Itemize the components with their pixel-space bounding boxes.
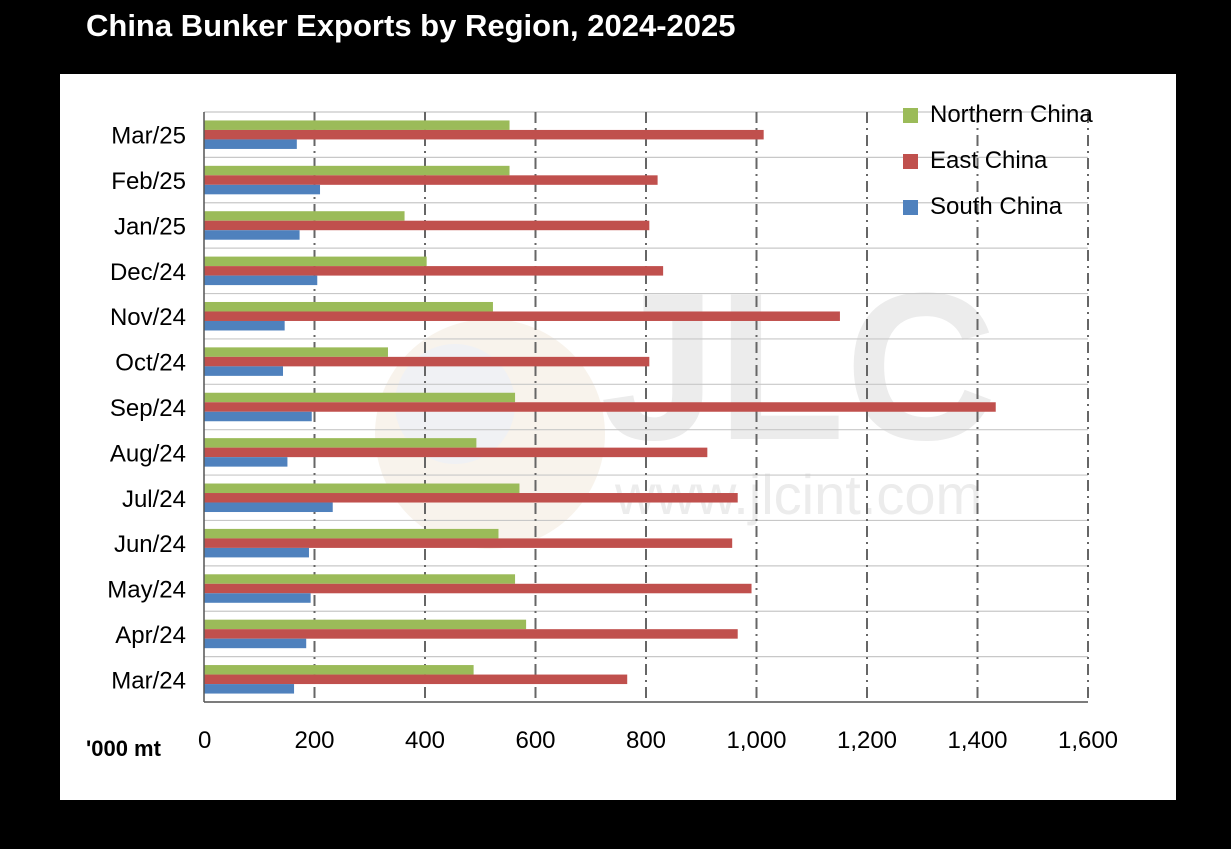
bar-northern-china	[204, 120, 510, 130]
legend-swatch-east-china	[903, 154, 918, 169]
bar-east-china	[204, 266, 664, 276]
bar-northern-china	[204, 619, 527, 630]
bar-south-china	[204, 457, 288, 467]
category-label: May/24	[107, 577, 186, 604]
bar-east-china	[204, 629, 738, 639]
category-label: Aug/24	[110, 440, 186, 467]
legend: Northern China East China South China	[903, 101, 1093, 220]
bar-south-china	[204, 638, 307, 649]
bar-south-china	[204, 684, 295, 694]
bar-northern-china	[204, 301, 493, 312]
bar-south-china	[204, 593, 311, 603]
legend-label-east-china: East China	[930, 147, 1048, 174]
bar-east-china	[204, 583, 752, 594]
x-tick-label: 1,400	[947, 727, 1007, 754]
x-tick-label: 600	[515, 727, 555, 754]
category-label: Jan/25	[114, 213, 186, 240]
legend-swatch-northern-china	[903, 108, 918, 123]
bar-east-china	[204, 311, 840, 321]
bar-northern-china	[204, 165, 510, 176]
category-label: Feb/25	[111, 168, 186, 195]
category-label: Jul/24	[122, 486, 186, 513]
bar-east-china	[204, 129, 764, 140]
category-label: Nov/24	[110, 304, 186, 331]
bar-northern-china	[204, 211, 405, 221]
bar-east-china	[204, 674, 628, 685]
bar-south-china	[204, 366, 284, 376]
bar-northern-china	[204, 528, 499, 539]
axes: Mar/25 Feb/25 Jan/25 Dec/24 Nov/24 Oct/24 Sep/…	[86, 112, 1118, 761]
bar-south-china	[204, 320, 285, 331]
category-label: Dec/24	[110, 259, 186, 286]
chart-title: China Bunker Exports by Region, 2024-202…	[86, 8, 736, 43]
bar-south-china	[204, 502, 333, 513]
category-label: Jun/24	[114, 531, 186, 558]
x-tick-label: 1,600	[1058, 727, 1118, 754]
bar-east-china	[204, 402, 996, 412]
category-label: Mar/24	[111, 667, 186, 694]
bar-northern-china	[204, 574, 516, 584]
bar-northern-china	[204, 392, 516, 403]
chart-panel: JLC www.jlcint.com Mar/25 Feb/25 Jan/25 Dec/…	[60, 74, 1176, 800]
bar-south-china	[204, 411, 312, 422]
bar-south-china	[204, 275, 318, 286]
bar-south-china	[204, 230, 300, 240]
x-tick-label: 800	[626, 727, 666, 754]
x-axis-unit-label: '000 mt	[86, 736, 162, 761]
bar-east-china	[204, 493, 738, 503]
bar-east-china	[204, 175, 658, 185]
bar-south-china	[204, 184, 321, 195]
x-tick-label: 0	[198, 727, 211, 754]
bar-east-china	[204, 538, 733, 548]
bar-east-china	[204, 220, 650, 231]
category-label: Oct/24	[115, 350, 186, 377]
bar-northern-china	[204, 665, 474, 675]
category-label: Sep/24	[110, 395, 186, 422]
watermark-logo-text: JLC	[600, 249, 997, 484]
legend-label-south-china: South China	[930, 193, 1063, 220]
bar-east-china	[204, 356, 650, 367]
category-label: Apr/24	[115, 622, 186, 649]
bar-south-china	[204, 139, 297, 149]
bars	[204, 120, 996, 694]
bar-northern-china	[204, 256, 427, 267]
bar-south-china	[204, 547, 309, 558]
bar-east-china	[204, 447, 708, 458]
legend-swatch-south-china	[903, 200, 918, 215]
bar-northern-china	[204, 438, 477, 448]
x-tick-label: 400	[405, 727, 445, 754]
x-tick-label: 1,000	[726, 727, 786, 754]
bar-northern-china	[204, 347, 388, 357]
x-tick-label: 1,200	[837, 727, 897, 754]
category-label: Mar/25	[111, 123, 186, 150]
bar-northern-china	[204, 483, 520, 494]
x-tick-label: 200	[294, 727, 334, 754]
legend-label-northern-china: Northern China	[930, 101, 1093, 128]
